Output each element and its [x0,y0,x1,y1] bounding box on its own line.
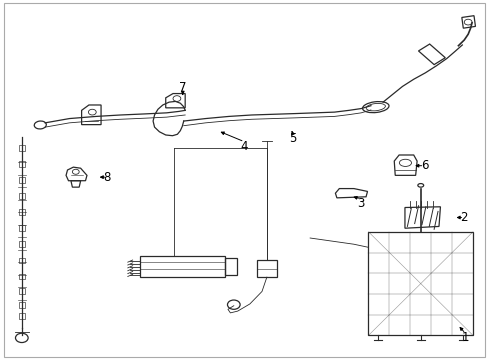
Bar [19,302,25,308]
Text: 5: 5 [289,132,296,145]
Bar [19,242,25,247]
Bar [256,260,277,277]
Bar [19,193,25,199]
Text: 3: 3 [357,197,364,210]
Bar [19,225,25,231]
Bar [140,256,224,277]
Bar [19,209,25,215]
Text: 7: 7 [179,81,186,94]
Text: 6: 6 [420,159,427,172]
Text: 2: 2 [460,211,467,224]
Bar [19,288,25,294]
Bar [19,177,25,183]
Bar [19,161,25,167]
Text: 4: 4 [240,140,248,153]
Bar [19,313,25,319]
Bar [19,145,25,151]
Text: 1: 1 [461,332,468,345]
Text: 8: 8 [103,171,111,184]
Bar [418,44,445,64]
Bar [19,257,25,263]
Bar [224,257,237,275]
Bar [19,274,25,279]
